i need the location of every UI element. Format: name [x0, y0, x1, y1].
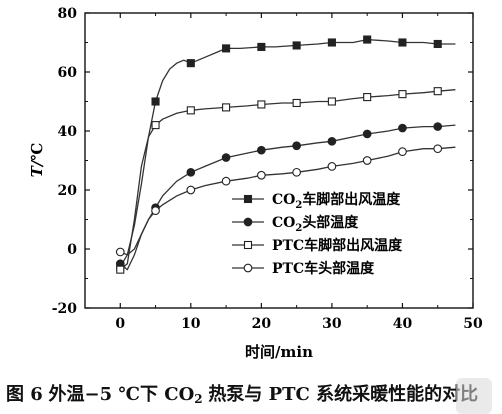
- y-tick-label: 40: [58, 124, 78, 140]
- series-3: [115, 144, 456, 257]
- data-point: [221, 153, 231, 162]
- y-tick-label: 20: [58, 183, 78, 199]
- series-0: [116, 35, 456, 271]
- legend-entry: PTC车脚部出风温度: [232, 237, 403, 254]
- legend-label-part: 车脚部出风温度: [304, 237, 403, 254]
- figure-caption: 图 6 外温−5 ℃下 CO2 热泵与 PTC 系统采暖性能的对比: [0, 380, 502, 410]
- caption-text-end: 热泵与 PTC 系统采暖性能的对比: [208, 384, 479, 405]
- data-point: [363, 35, 372, 44]
- caption-subscript: 2: [194, 392, 203, 406]
- data-point: [362, 129, 372, 139]
- data-point: [186, 185, 196, 195]
- legend-label-part: PTC: [272, 238, 304, 254]
- data-point: [433, 87, 442, 96]
- legend-marker: [243, 217, 253, 227]
- data-point: [327, 162, 337, 171]
- data-point: [327, 97, 336, 106]
- data-point: [186, 59, 195, 68]
- series-line: [119, 89, 456, 271]
- data-point: [398, 123, 407, 133]
- series-layer: [115, 35, 456, 274]
- x-tick-label: 40: [393, 316, 413, 332]
- data-point: [433, 144, 443, 154]
- data-point: [151, 206, 160, 215]
- caption-text-start: 外温−5 ℃下 CO: [48, 384, 195, 405]
- data-point: [292, 141, 301, 151]
- data-point: [292, 41, 301, 50]
- data-point: [186, 167, 196, 177]
- legend-label-part: CO: [272, 192, 295, 208]
- x-tick-label: 20: [252, 316, 272, 332]
- figure-number: 图 6: [6, 384, 43, 405]
- y-tick-label: -20: [52, 301, 78, 317]
- legend-label: CO2头部温度: [272, 214, 359, 234]
- watermark-logo: [456, 378, 492, 414]
- data-point: [151, 97, 160, 106]
- x-tick-label: 10: [181, 316, 201, 332]
- legend-label: PTC车脚部出风温度: [272, 237, 403, 254]
- legend-label-part: 车脚部出风温度: [302, 191, 401, 208]
- x-axis-title: 时间/min: [245, 343, 313, 361]
- data-point: [327, 38, 336, 47]
- data-point: [398, 38, 407, 47]
- legend-entry: CO2头部温度: [232, 214, 359, 234]
- data-point: [151, 121, 160, 130]
- y-tick-label: 80: [58, 6, 78, 22]
- axis-tick-labels: 0 10 20 30 40 50 -20 0 20 40 60 80: [52, 6, 483, 332]
- legend-entry: PTC车头部温度: [232, 260, 375, 277]
- legend-marker: [243, 240, 253, 250]
- y-tick-label: 60: [58, 65, 78, 81]
- y-axis-title-unit: ℃: [28, 143, 46, 161]
- legend-entry: CO2车脚部出风温度: [232, 191, 401, 211]
- data-point: [398, 90, 407, 99]
- series-line: [120, 146, 456, 256]
- legend-label-sub: 2: [295, 223, 302, 234]
- data-point: [292, 98, 301, 108]
- x-tick-label: 30: [322, 316, 342, 332]
- data-point: [257, 100, 266, 109]
- svg-text:T/℃: T/℃: [28, 143, 46, 178]
- legend-marker: [243, 263, 253, 273]
- legend-label: PTC车头部温度: [272, 260, 375, 277]
- data-point: [116, 265, 125, 274]
- data-point: [257, 42, 266, 51]
- data-point: [362, 156, 372, 165]
- data-point: [257, 145, 266, 155]
- legend-marker: [243, 194, 253, 204]
- data-point: [221, 176, 231, 186]
- y-tick-label: 0: [67, 242, 77, 258]
- legend-label-part: 车头部温度: [304, 260, 375, 277]
- y-axis-title: T/℃: [28, 143, 46, 178]
- data-point: [186, 106, 195, 115]
- x-tick-label: 50: [463, 316, 483, 332]
- legend-label: CO2车脚部出风温度: [272, 191, 401, 211]
- data-point: [115, 247, 125, 257]
- legend-label-part: CO: [272, 215, 295, 231]
- axis-ticks: [84, 12, 474, 309]
- data-point: [292, 167, 301, 177]
- x-tick-label: 0: [115, 316, 125, 332]
- data-point: [433, 39, 442, 49]
- legend-label-sub: 2: [295, 200, 302, 211]
- series-2: [116, 87, 456, 274]
- y-axis-title-var: T/: [28, 159, 46, 177]
- data-point: [327, 136, 337, 146]
- data-point: [257, 170, 266, 180]
- data-point: [433, 122, 443, 131]
- legend-label-part: 头部温度: [302, 214, 359, 231]
- legend-label-part: PTC: [272, 261, 304, 277]
- data-point: [363, 93, 372, 102]
- data-point: [398, 147, 407, 156]
- data-point: [222, 44, 231, 53]
- data-point: [222, 103, 231, 112]
